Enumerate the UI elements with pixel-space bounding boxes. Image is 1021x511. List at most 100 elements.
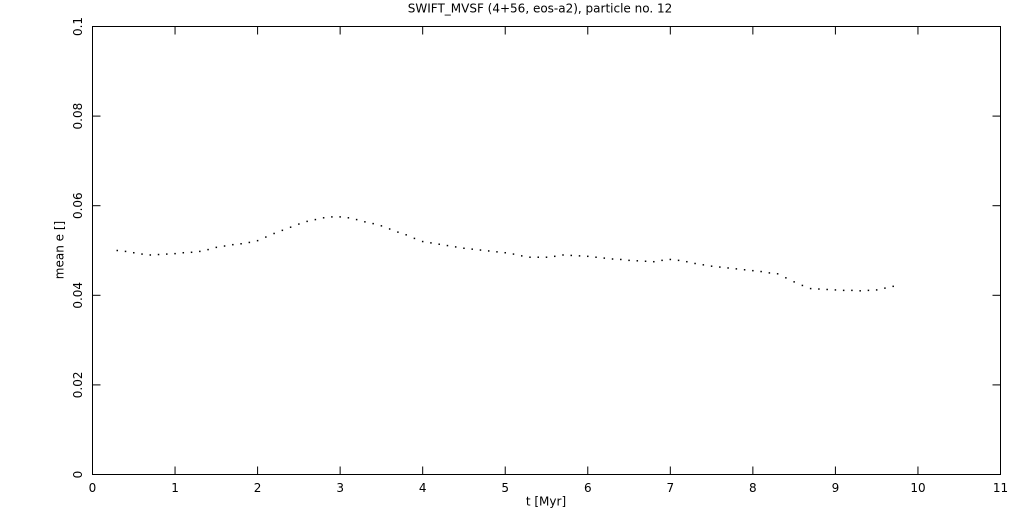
data-point [430,242,432,244]
x-axis-label: t [Myr] [526,495,566,509]
data-point [355,218,358,221]
data-point [116,249,119,252]
data-point [776,273,779,275]
y-axis-label: mean e [] [53,221,67,279]
data-point [157,253,160,256]
data-point [149,254,152,256]
data-point [826,288,828,291]
plot-frame [92,26,1001,475]
data-point [809,287,812,290]
data-point [397,231,399,233]
data-point [380,225,383,227]
data-point [801,284,804,287]
x-tick-label: 4 [419,481,427,495]
data-point [562,254,564,256]
x-tick-label: 6 [584,481,592,495]
data-point [859,290,861,292]
data-point [603,257,606,259]
data-point [842,289,845,292]
data-point [504,251,506,254]
data-point [760,270,762,273]
data-point [314,218,317,221]
data-point [421,240,424,243]
data-point [743,269,746,271]
data-point [529,256,531,258]
data-point [785,277,787,279]
data-point [851,289,853,292]
data-point [339,216,341,218]
data-point [471,248,473,250]
data-point [653,260,655,263]
data-point [479,249,482,251]
data-point [661,259,663,262]
y-tick-label: 0.1 [71,17,85,36]
data-point [240,243,242,245]
data-point [818,288,820,290]
data-point [719,266,721,268]
data-point [463,247,465,250]
y-tick-label: 0.08 [71,103,85,130]
data-point [595,256,597,258]
data-point [306,220,308,223]
data-point [669,258,672,261]
x-tick-label: 10 [910,481,925,495]
data-point [405,234,407,236]
data-point [372,222,374,225]
data-point [537,256,539,258]
data-point [834,289,837,291]
data-point [124,250,127,253]
data-point [438,243,440,245]
data-point [388,228,391,230]
data-point [702,264,705,266]
data-point [413,237,416,240]
data-point [520,255,523,257]
data-point [256,239,259,242]
data-point [141,253,143,255]
data-point [133,251,135,254]
data-point [735,268,738,270]
data-point [232,243,234,246]
data-point [620,258,622,261]
data-point [199,250,201,253]
data-point [545,256,548,258]
data-point [570,254,573,257]
data-point [496,251,498,253]
data-point [454,246,457,248]
y-tick-label: 0.04 [71,282,85,309]
data-point [265,236,267,238]
x-tick-label: 5 [501,481,509,495]
data-point [289,226,292,228]
data-point [166,253,168,255]
data-point [347,217,350,219]
data-point [446,244,449,247]
data-point [174,252,176,255]
x-tick-label: 11 [993,481,1008,495]
data-point [884,287,886,289]
data-point [554,255,556,258]
data-point [487,250,490,252]
data-point [727,267,729,269]
data-point [281,229,284,232]
data-point [710,265,713,267]
data-point [867,289,870,292]
data-point [793,281,795,283]
data-point [273,232,275,235]
data-point [636,260,639,262]
data-point [611,258,614,260]
y-tick-label: 0.02 [71,372,85,399]
data-point [298,223,300,225]
data-point [875,289,878,291]
y-tick-label: 0 [71,471,85,479]
data-point [182,251,185,254]
x-tick-label: 9 [832,481,840,495]
data-point [215,246,218,249]
data-point [686,260,688,263]
data-point [190,251,193,254]
data-point [322,217,325,219]
data-point [248,241,251,244]
y-tick-label: 0.06 [71,192,85,219]
data-point [587,255,589,258]
x-tick-label: 8 [749,481,757,495]
